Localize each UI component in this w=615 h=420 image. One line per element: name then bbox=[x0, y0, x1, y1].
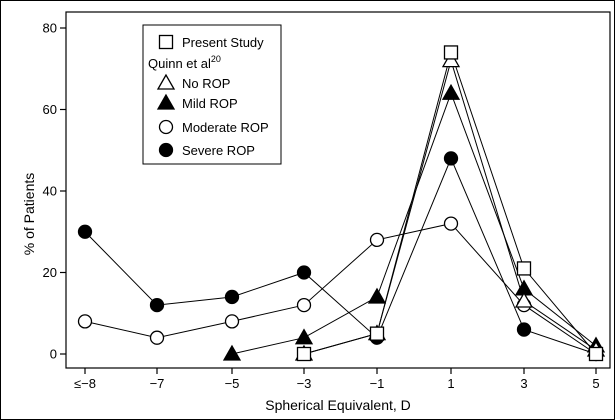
data-point bbox=[443, 151, 459, 166]
x-tick-label: 5 bbox=[592, 376, 599, 391]
y-axis-title: % of Patients bbox=[21, 173, 37, 256]
series-line bbox=[84, 157, 597, 355]
x-tick-label: −5 bbox=[225, 376, 240, 391]
axes: 0 20 40 60 80 ≤−8 −7 −5 −3 −1 1 3 5 bbox=[43, 11, 611, 391]
legend-label: Present Study bbox=[182, 35, 264, 50]
data-point bbox=[443, 216, 459, 231]
legend-marker bbox=[158, 142, 174, 158]
legend-label: Severe ROP bbox=[182, 143, 255, 158]
data-point bbox=[367, 287, 387, 304]
x-tick-label: −1 bbox=[370, 376, 385, 391]
data-point bbox=[149, 330, 165, 345]
x-tick-label: −3 bbox=[297, 376, 312, 391]
data-point bbox=[588, 346, 604, 362]
data-point bbox=[222, 344, 242, 361]
x-tick-label: ≤−8 bbox=[74, 376, 96, 391]
x-axis-title: Spherical Equivalent, D bbox=[265, 397, 411, 413]
legend-label: Mild ROP bbox=[182, 96, 238, 111]
legend-label: No ROP bbox=[182, 76, 230, 91]
legend-marker bbox=[156, 73, 176, 90]
plot-frame bbox=[65, 11, 611, 369]
x-tick-label: 3 bbox=[520, 376, 527, 391]
data-point bbox=[369, 232, 385, 248]
legend-label: Moderate ROP bbox=[182, 120, 269, 135]
y-tick-label: 0 bbox=[50, 347, 57, 362]
series-line bbox=[231, 91, 597, 355]
data-point bbox=[443, 45, 459, 60]
data-point bbox=[77, 224, 93, 239]
legend-marker bbox=[156, 93, 176, 110]
data-point bbox=[149, 297, 165, 313]
data-point bbox=[296, 297, 312, 313]
y-tick-label: 20 bbox=[43, 265, 57, 280]
data-point bbox=[516, 322, 532, 337]
y-tick-label: 60 bbox=[43, 102, 57, 117]
legend-group-label: Quinn et al20 bbox=[148, 54, 221, 71]
data-point bbox=[516, 261, 532, 276]
series-line bbox=[84, 223, 597, 355]
legend: Present Study Quinn et al20 No ROP Mild ROP… bbox=[142, 24, 282, 165]
data-point bbox=[296, 346, 312, 362]
x-tick-label: −7 bbox=[150, 376, 165, 391]
y-tick-label: 80 bbox=[43, 21, 57, 36]
data-point bbox=[224, 314, 240, 329]
data-point bbox=[441, 83, 461, 100]
data-point bbox=[296, 265, 312, 280]
data-point bbox=[224, 289, 240, 305]
y-tick-label: 40 bbox=[43, 184, 57, 199]
legend-marker bbox=[158, 119, 174, 135]
data-point bbox=[77, 314, 93, 329]
plot-area bbox=[77, 45, 606, 362]
data-point bbox=[294, 328, 314, 345]
x-tick-label: 1 bbox=[447, 376, 454, 391]
data-point bbox=[514, 291, 534, 308]
legend-marker bbox=[158, 34, 174, 50]
data-point bbox=[369, 326, 385, 341]
legend-citation: 20 bbox=[211, 54, 221, 64]
